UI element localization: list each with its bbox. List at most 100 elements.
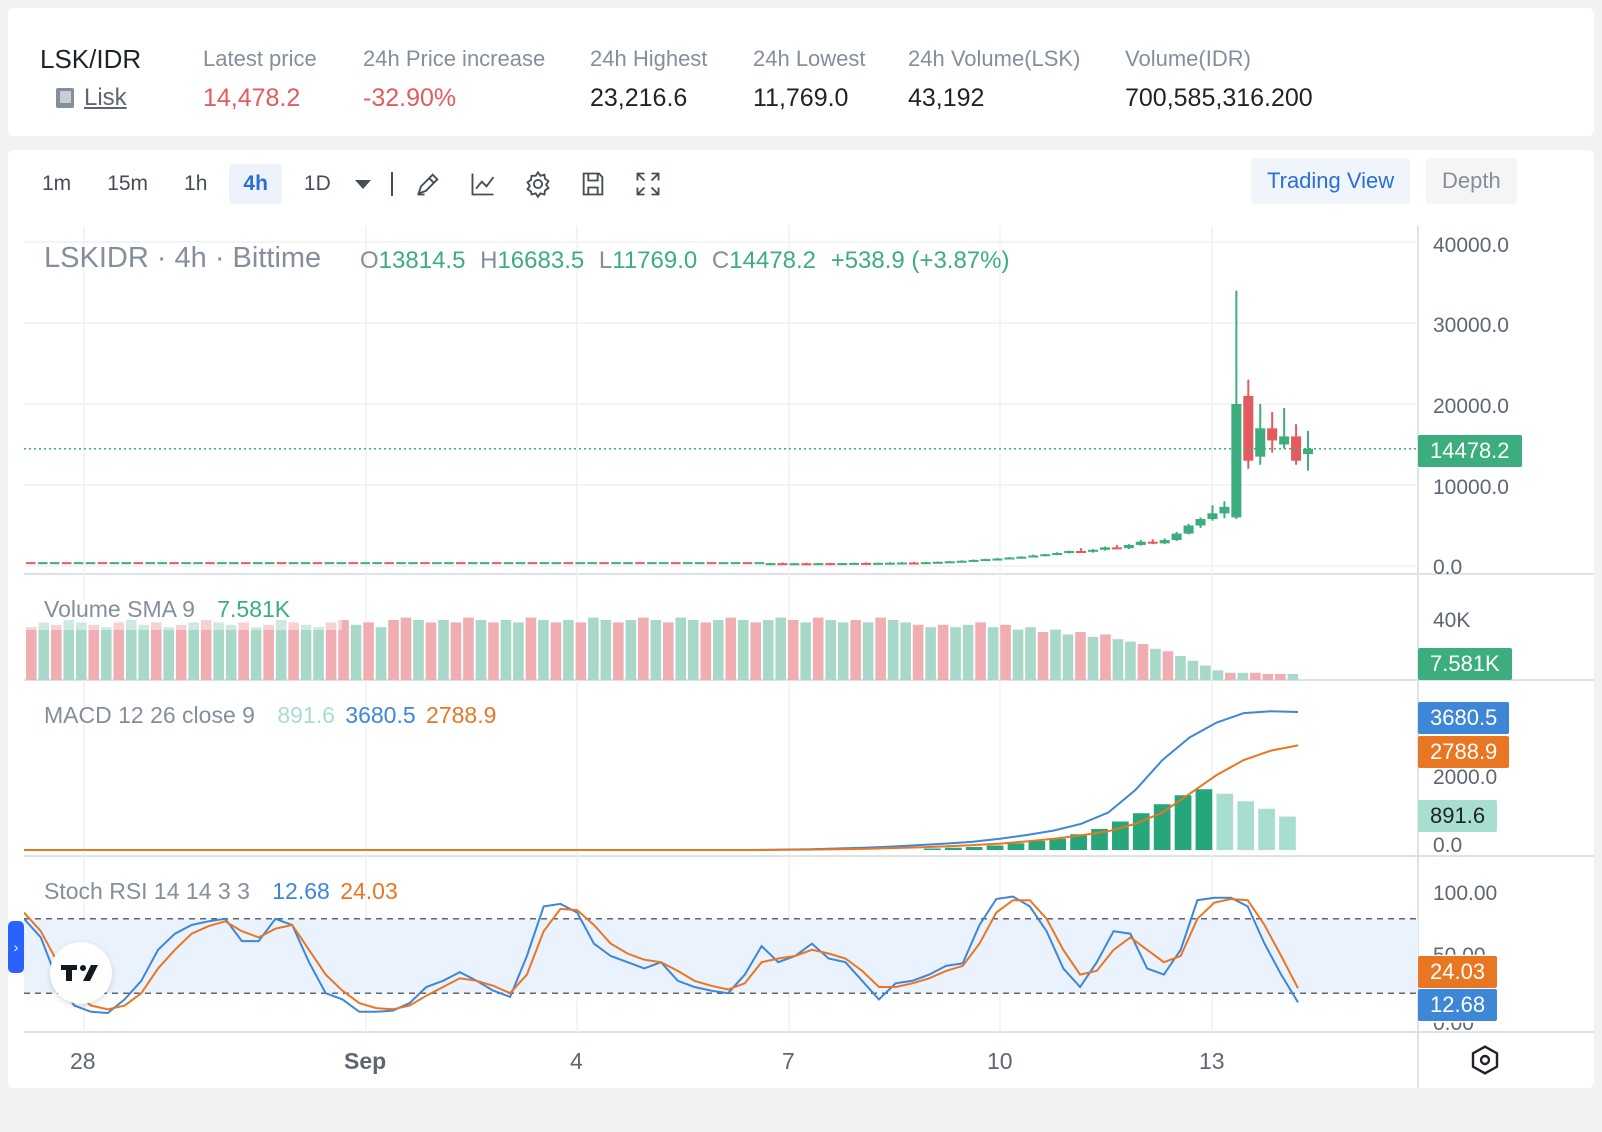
volume-sma-label: 7.581K: [1418, 648, 1512, 680]
volume-bar: [862, 622, 874, 680]
volume-bar: [275, 620, 287, 680]
candle-body: [467, 562, 478, 565]
candle-body: [276, 562, 287, 565]
y-tick-40000: 40000.0: [1433, 234, 1509, 257]
candle-body: [849, 562, 860, 565]
candle-body: [1099, 547, 1110, 550]
volume-bar: [987, 627, 999, 680]
volume-bar: [1175, 656, 1186, 680]
stat-value: 23,216.6: [590, 84, 688, 112]
volume-bar: [475, 620, 487, 680]
candle-body: [348, 562, 359, 565]
candle-body: [217, 562, 227, 565]
stoch-k-value: 12.68: [272, 878, 330, 904]
candle-body: [765, 563, 776, 566]
price-chart[interactable]: [24, 226, 1594, 1088]
tradingview-icon: [61, 965, 98, 981]
candle-body: [563, 562, 574, 565]
stat-24h-low: 24h Lowest 11,769.0: [753, 46, 866, 113]
volume-bar: [425, 622, 437, 680]
candle-body: [49, 562, 60, 565]
candle-body: [1052, 553, 1063, 556]
volume-bar: [837, 622, 849, 680]
stat-value: 43,192: [908, 84, 985, 112]
candle-body: [1255, 428, 1266, 457]
macd-histogram-bar: [965, 847, 983, 850]
candle-body: [1231, 404, 1242, 518]
candle-body: [539, 562, 550, 565]
candle-body: [884, 562, 895, 565]
volume-bar: [150, 622, 162, 680]
high-value: 16683.5: [497, 247, 585, 274]
timeframe-4h[interactable]: 4h: [229, 164, 282, 204]
candle-body: [742, 562, 753, 565]
volume-value: 7.581K: [217, 596, 291, 622]
chevron-down-icon[interactable]: [354, 179, 371, 189]
volume-bar: [1012, 629, 1024, 680]
timeframe-15m[interactable]: 15m: [107, 172, 149, 195]
candle-body: [1016, 556, 1027, 559]
candle-body: [121, 562, 132, 565]
volume-tick-40k: 40K: [1433, 609, 1471, 632]
indicator-icon[interactable]: [466, 167, 500, 201]
macd-histogram-bar: [924, 848, 941, 850]
candle-body: [1279, 436, 1290, 445]
depth-button[interactable]: Depth: [1426, 158, 1517, 204]
candle-body: [205, 562, 215, 565]
change-value: +538.9 (+3.87%): [830, 247, 1010, 274]
candle-body: [73, 562, 84, 565]
volume-bar: [925, 627, 936, 680]
candle-body: [324, 562, 335, 565]
tradingview-logo[interactable]: [50, 942, 112, 1004]
volume-bar: [513, 622, 524, 680]
candle-body: [527, 562, 538, 565]
candle-body: [1111, 547, 1122, 550]
trading-view-button[interactable]: Trading View: [1251, 158, 1411, 204]
candle-body: [360, 562, 370, 565]
chart-settings-icon[interactable]: [1469, 1044, 1501, 1076]
stat-volume-idr: Volume(IDR) 700,585,316.200: [1125, 46, 1313, 113]
timeframe-1d[interactable]: 1D: [303, 172, 331, 195]
coin-name[interactable]: Lisk: [84, 84, 127, 111]
candle-body: [861, 562, 872, 565]
macd-histogram-bar: [1258, 808, 1275, 850]
candle-body: [336, 562, 347, 565]
candle-body: [372, 562, 382, 565]
volume-bar: [1125, 641, 1136, 680]
stoch-rsi-line: [24, 897, 1299, 1011]
volume-bar: [175, 624, 187, 680]
candle-body: [920, 562, 931, 565]
stat-price-change: 24h Price increase -32.90%: [363, 46, 545, 113]
candle-body: [1064, 551, 1075, 554]
volume-bar: [488, 622, 499, 680]
macd-legend: MACD 12 26 close 9 891.6 3680.5 2788.9: [44, 702, 496, 729]
symbol-legend: LSKIDR · 4h · Bittime: [44, 242, 322, 274]
volume-label: Volume SMA 9: [44, 596, 195, 622]
volume-bar: [26, 627, 37, 680]
fullscreen-icon[interactable]: [631, 167, 665, 201]
volume-bar: [812, 617, 824, 680]
candle-body: [312, 562, 323, 565]
save-icon[interactable]: [576, 167, 610, 201]
stat-label: 24h Price increase: [363, 46, 546, 71]
volume-bar: [50, 624, 62, 680]
stoch-rsi-label: Stoch RSI 14 14 3 3: [44, 878, 250, 904]
volume-bar: [975, 622, 986, 680]
volume-bar: [563, 620, 574, 680]
volume-bar: [250, 627, 262, 680]
candle-body: [694, 562, 705, 565]
candle-body: [1040, 554, 1051, 557]
pencil-icon[interactable]: [411, 167, 445, 201]
coin-link[interactable]: Lisk: [56, 84, 127, 112]
volume-bar: [1075, 632, 1086, 680]
candle-body: [932, 561, 943, 564]
volume-bar: [800, 622, 812, 680]
candle-body: [456, 562, 466, 565]
x-tick-13: 13: [1199, 1048, 1225, 1074]
stat-value: 700,585,316.200: [1125, 84, 1313, 112]
timeframe-1m[interactable]: 1m: [42, 172, 72, 195]
sidebar-toggle[interactable]: ›: [8, 921, 24, 973]
timeframe-1h[interactable]: 1h: [184, 172, 208, 195]
stat-label: 24h Lowest: [753, 46, 866, 71]
settings-icon[interactable]: [521, 167, 555, 201]
